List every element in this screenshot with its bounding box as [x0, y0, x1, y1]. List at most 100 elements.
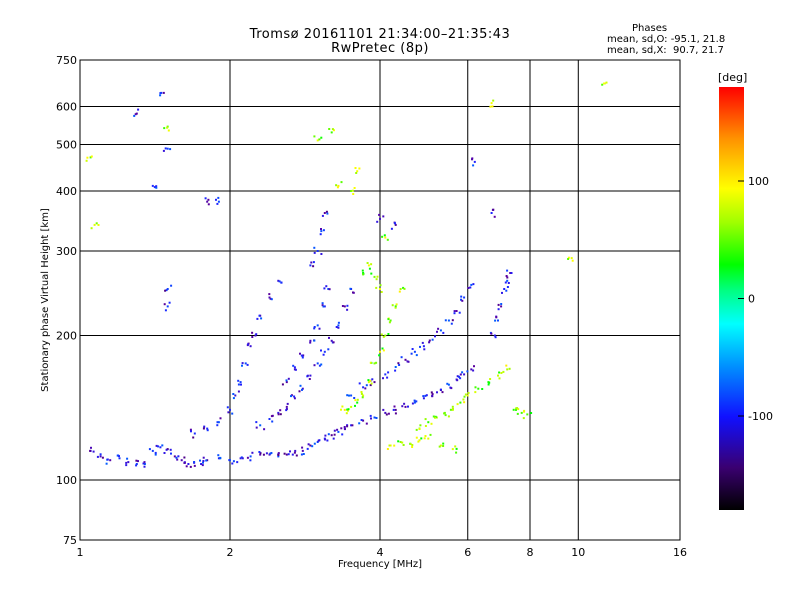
- data-point-o: [335, 326, 338, 328]
- data-point-x: [333, 129, 335, 132]
- data-point-x: [467, 392, 470, 394]
- data-point-o: [340, 427, 343, 430]
- data-point-o: [394, 408, 397, 411]
- data-point-x: [347, 409, 349, 412]
- data-point-o: [330, 434, 333, 437]
- data-point-x: [530, 412, 533, 414]
- data-point-o: [317, 439, 320, 442]
- data-point-x: [90, 155, 93, 158]
- data-point-o: [320, 228, 322, 230]
- data-point-o: [299, 352, 301, 355]
- data-point-o: [99, 453, 102, 456]
- data-point-x: [402, 444, 405, 446]
- data-point-o: [510, 272, 513, 274]
- data-point-o: [453, 310, 456, 313]
- data-point-x: [424, 425, 427, 427]
- data-point-o: [277, 413, 280, 416]
- data-point-o: [207, 203, 210, 206]
- data-point-o: [506, 286, 509, 288]
- data-point-o: [271, 420, 274, 423]
- data-point-x: [351, 189, 354, 192]
- data-point-o: [293, 366, 296, 369]
- data-point-o: [202, 460, 205, 462]
- data-point-o: [227, 411, 230, 414]
- data-point-x: [163, 127, 166, 130]
- data-point-o: [323, 212, 326, 214]
- data-point-o: [382, 215, 385, 218]
- data-point-x: [402, 286, 405, 289]
- data-point-x: [490, 102, 493, 105]
- data-point-x: [380, 291, 383, 293]
- data-point-x: [432, 415, 435, 418]
- data-point-o: [241, 457, 244, 460]
- data-point-o: [471, 158, 473, 161]
- data-point-x: [346, 408, 349, 411]
- data-point-o: [322, 305, 325, 308]
- data-point-o: [155, 185, 158, 188]
- data-point-x: [411, 444, 414, 446]
- data-point-o: [497, 303, 500, 306]
- data-point-o: [202, 461, 204, 464]
- data-point-x: [474, 386, 477, 389]
- data-point-x: [492, 99, 495, 102]
- data-point-x: [515, 407, 518, 410]
- data-point-o: [344, 428, 346, 431]
- data-point-o: [324, 434, 327, 437]
- data-point-x: [409, 442, 412, 445]
- data-point-o: [162, 149, 165, 152]
- data-point-o: [447, 319, 450, 322]
- data-point-o: [289, 450, 291, 453]
- data-point-o: [293, 451, 296, 454]
- y-tick-label: 600: [56, 101, 77, 114]
- data-point-x: [415, 436, 418, 439]
- data-point-x: [442, 442, 445, 445]
- data-point-o: [260, 317, 263, 320]
- y-axis-ticks: 75 100 200 300 400 500 600 750: [56, 54, 77, 547]
- data-point-o: [460, 298, 462, 301]
- data-point-o: [170, 284, 173, 287]
- data-point-x: [601, 83, 604, 86]
- data-point-o: [332, 437, 335, 440]
- data-point-o: [371, 378, 374, 381]
- data-point-o: [459, 377, 462, 380]
- data-point-o: [470, 368, 473, 371]
- data-point-o: [318, 364, 321, 367]
- data-point-o: [217, 200, 220, 203]
- data-point-o: [201, 464, 204, 467]
- data-point-x: [505, 364, 508, 367]
- data-point-x: [361, 269, 364, 272]
- data-point-o: [404, 405, 407, 408]
- data-point-o: [217, 196, 220, 199]
- data-point-o: [466, 370, 469, 373]
- data-point-o: [270, 452, 273, 454]
- data-point-o: [458, 311, 461, 314]
- data-point-x: [500, 372, 503, 374]
- data-point-o: [307, 443, 310, 446]
- data-point-o: [431, 338, 434, 341]
- data-point-o: [473, 160, 476, 163]
- data-point-o: [200, 463, 203, 465]
- data-point-x: [463, 395, 466, 398]
- data-point-x: [477, 387, 480, 390]
- data-point-x: [459, 401, 462, 404]
- data-point-x: [389, 319, 392, 322]
- data-point-o: [365, 422, 368, 425]
- data-point-o: [308, 378, 311, 380]
- y-tick-label: 750: [56, 54, 77, 67]
- data-point-o: [327, 288, 330, 290]
- data-point-x: [373, 362, 376, 365]
- data-point-o: [285, 453, 288, 456]
- data-point-x: [354, 167, 357, 169]
- data-point-o: [126, 457, 129, 460]
- colorbar-ticks: 100 0 -100: [738, 175, 773, 423]
- data-point-o: [286, 402, 289, 405]
- data-point-x: [318, 138, 321, 141]
- data-point-x: [388, 444, 391, 447]
- data-point-o: [385, 413, 388, 416]
- data-point-o: [216, 421, 219, 424]
- data-point-x: [444, 414, 447, 417]
- data-point-o: [215, 198, 217, 201]
- phases-x-stats: mean, sd,X: 90.7, 21.7: [607, 45, 724, 56]
- data-point-o: [255, 421, 258, 424]
- data-point-o: [306, 447, 309, 450]
